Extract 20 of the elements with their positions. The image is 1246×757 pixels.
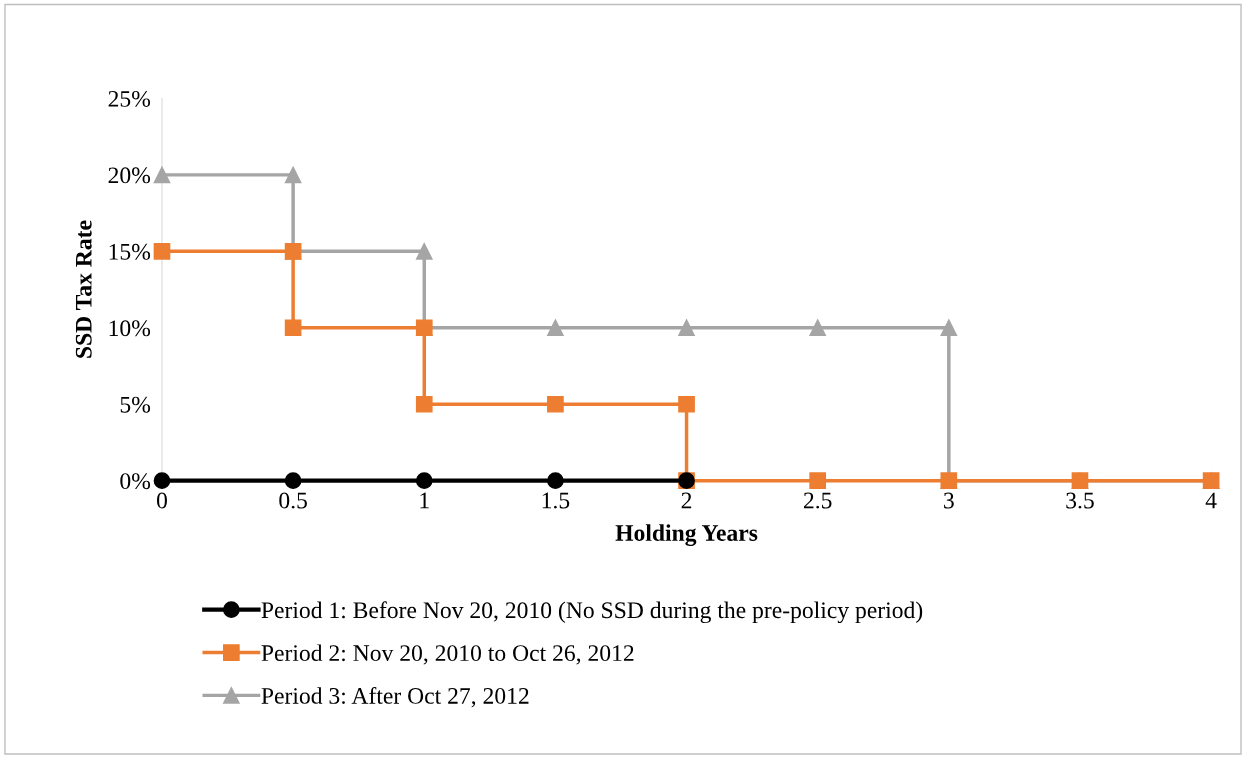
x-tick-label: 0 <box>156 492 167 509</box>
y-tick-label: 10% <box>109 320 151 337</box>
x-tick-label: 0.5 <box>279 492 307 509</box>
x-tick-label: 2.5 <box>803 492 832 509</box>
x-tick-label: 1 <box>420 492 429 509</box>
y-tick-label: 15% <box>109 243 151 260</box>
legend-label: Period 1: Before Nov 20, 2010 (No SSD during the pre-policy period) <box>261 601 923 624</box>
x-tick-label: 1.5 <box>542 492 570 509</box>
legend-label: Period 2: Nov 20, 2010 to Oct 26, 2012 <box>261 644 634 665</box>
x-tick-label: 4 <box>1205 492 1217 509</box>
x-axis-title: Holding Years <box>615 524 758 546</box>
legend-label: Period 3: After Oct 27, 2012 <box>261 687 529 708</box>
y-tick-label: 5% <box>120 396 151 413</box>
y-tick-label: 0% <box>120 473 151 490</box>
x-tick-label: 2 <box>681 492 692 509</box>
x-tick-label: 3 <box>944 492 954 509</box>
y-axis-title: SSD Tax Rate <box>75 220 92 358</box>
y-tick-label: 20% <box>108 167 151 184</box>
y-tick-label: 25% <box>108 90 151 107</box>
x-tick-label: 3.5 <box>1066 492 1094 509</box>
